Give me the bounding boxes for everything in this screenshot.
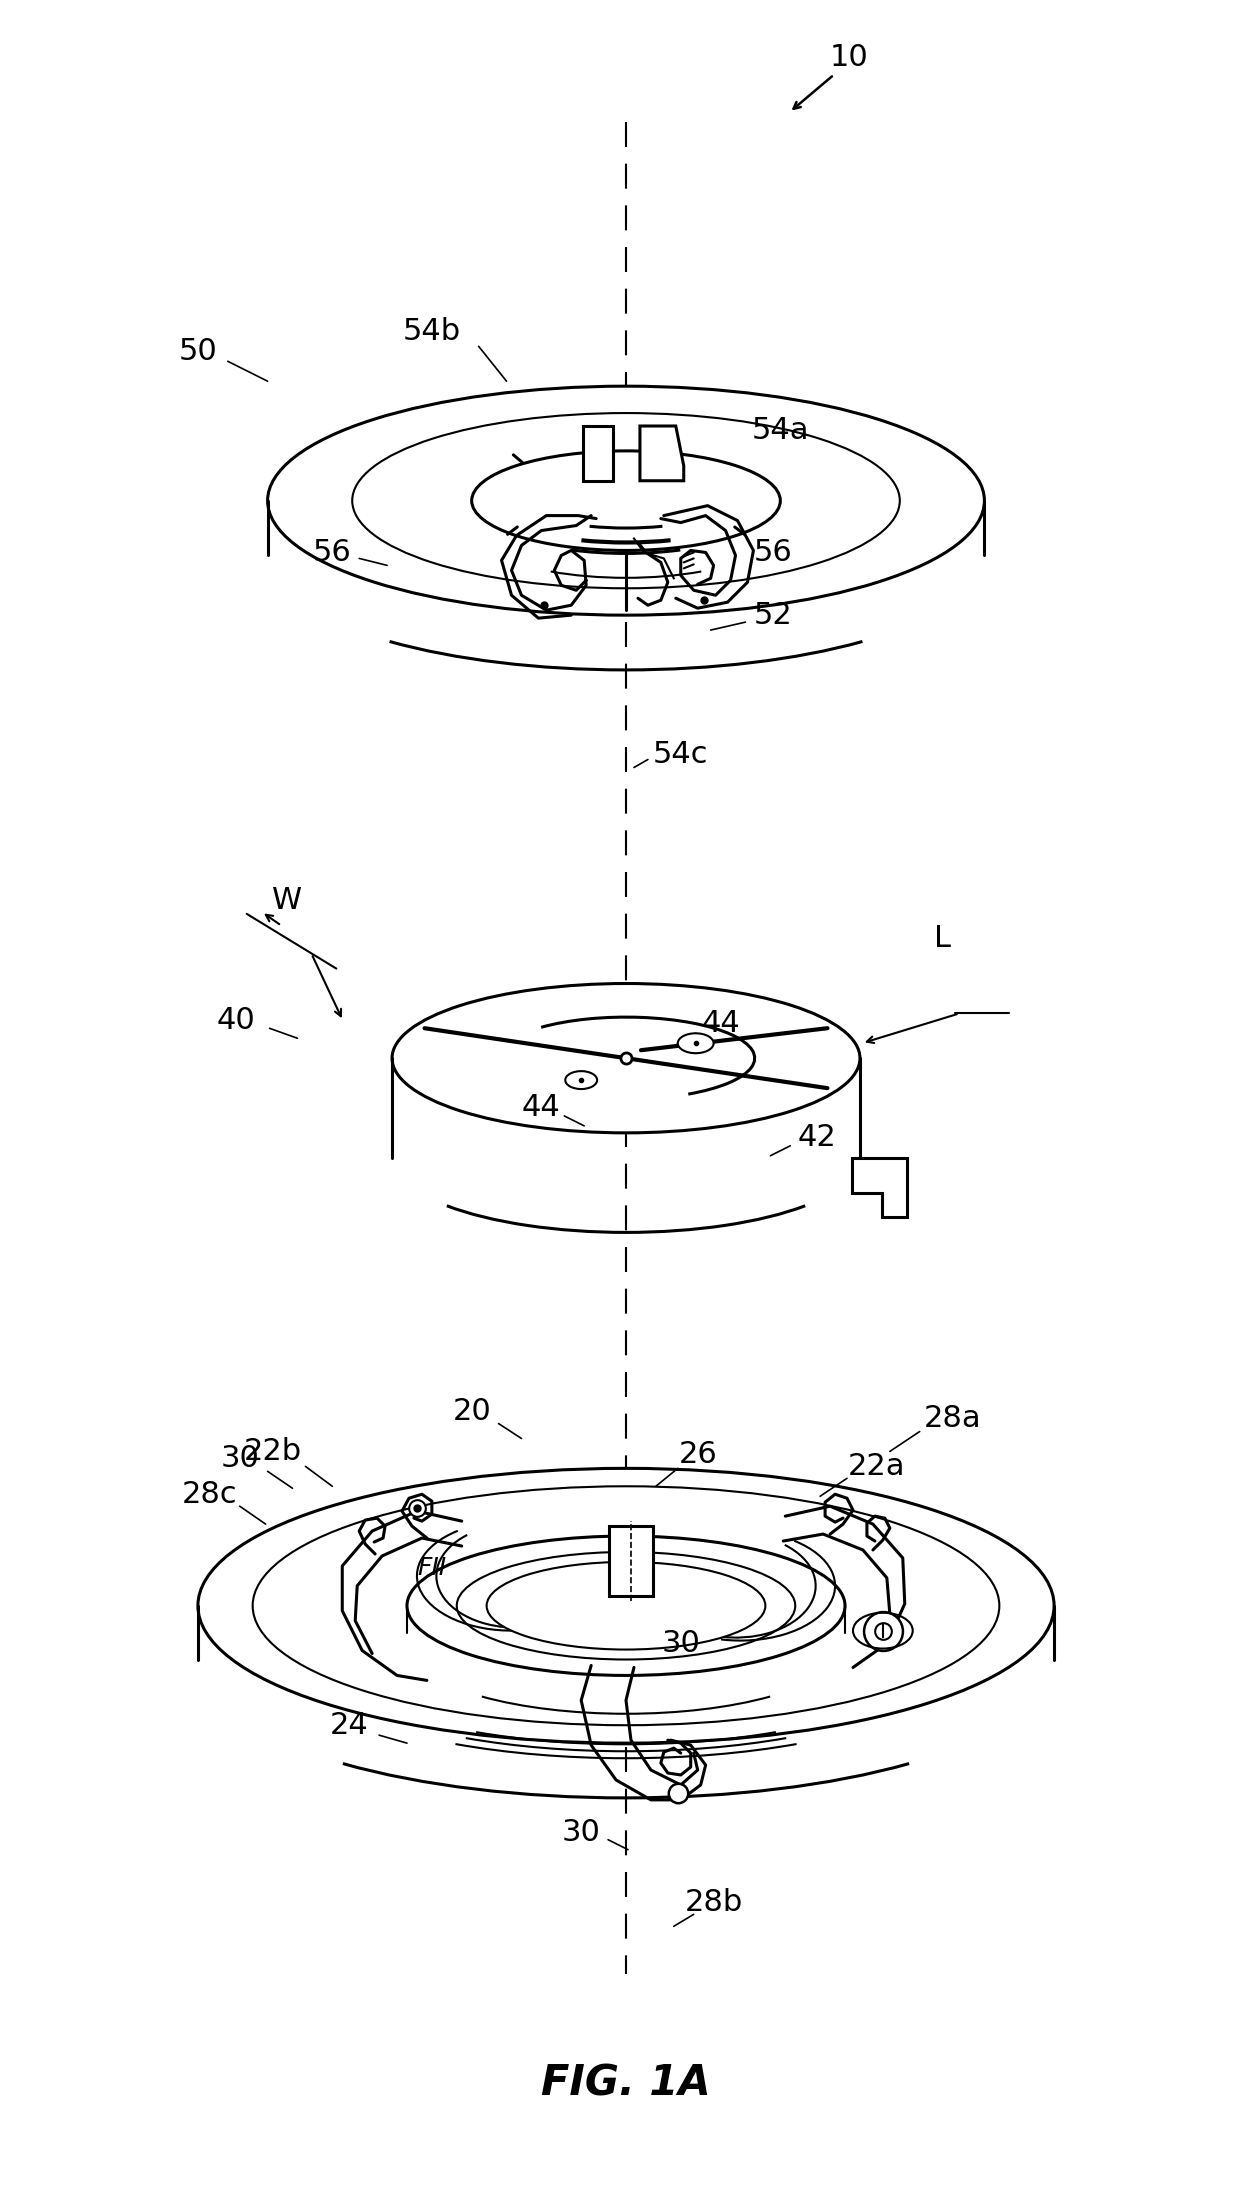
Text: 30: 30 [561, 1818, 600, 1846]
Text: 44: 44 [702, 1009, 741, 1037]
Ellipse shape [457, 1552, 796, 1659]
Text: 42: 42 [798, 1123, 837, 1152]
Text: 56: 56 [754, 539, 793, 567]
Text: 30: 30 [662, 1629, 700, 1657]
Text: 44: 44 [523, 1092, 561, 1123]
Text: 30: 30 [221, 1444, 259, 1473]
Ellipse shape [565, 1070, 598, 1088]
Ellipse shape [352, 413, 900, 589]
Ellipse shape [678, 1033, 714, 1053]
Text: 56: 56 [313, 539, 352, 567]
Polygon shape [640, 426, 684, 481]
Text: 54c: 54c [653, 741, 708, 769]
Text: 10: 10 [829, 44, 868, 73]
Text: 52: 52 [754, 600, 793, 629]
Ellipse shape [471, 451, 781, 550]
Text: 26: 26 [678, 1440, 717, 1468]
Ellipse shape [253, 1486, 1000, 1725]
Text: 40: 40 [217, 1007, 256, 1035]
Ellipse shape [407, 1536, 845, 1675]
Ellipse shape [198, 1468, 1054, 1743]
Text: 22b: 22b [243, 1437, 302, 1466]
Text: 54b: 54b [402, 317, 461, 345]
Text: 50: 50 [178, 336, 217, 365]
Text: 28b: 28b [684, 1888, 743, 1917]
Text: W: W [272, 886, 302, 914]
Text: 54a: 54a [752, 415, 809, 446]
Ellipse shape [268, 387, 985, 615]
Text: L: L [933, 923, 951, 954]
Text: 20: 20 [452, 1398, 491, 1427]
Text: 28a: 28a [923, 1405, 981, 1433]
Ellipse shape [392, 983, 860, 1132]
Text: 24: 24 [330, 1710, 368, 1739]
Polygon shape [583, 426, 613, 481]
Text: FIG. 1A: FIG. 1A [541, 2062, 710, 2106]
Text: FII: FII [417, 1556, 446, 1580]
Ellipse shape [486, 1563, 766, 1648]
Text: 22a: 22a [848, 1453, 906, 1481]
Text: 28c: 28c [182, 1479, 238, 1508]
Polygon shape [852, 1158, 907, 1218]
Polygon shape [609, 1525, 653, 1596]
